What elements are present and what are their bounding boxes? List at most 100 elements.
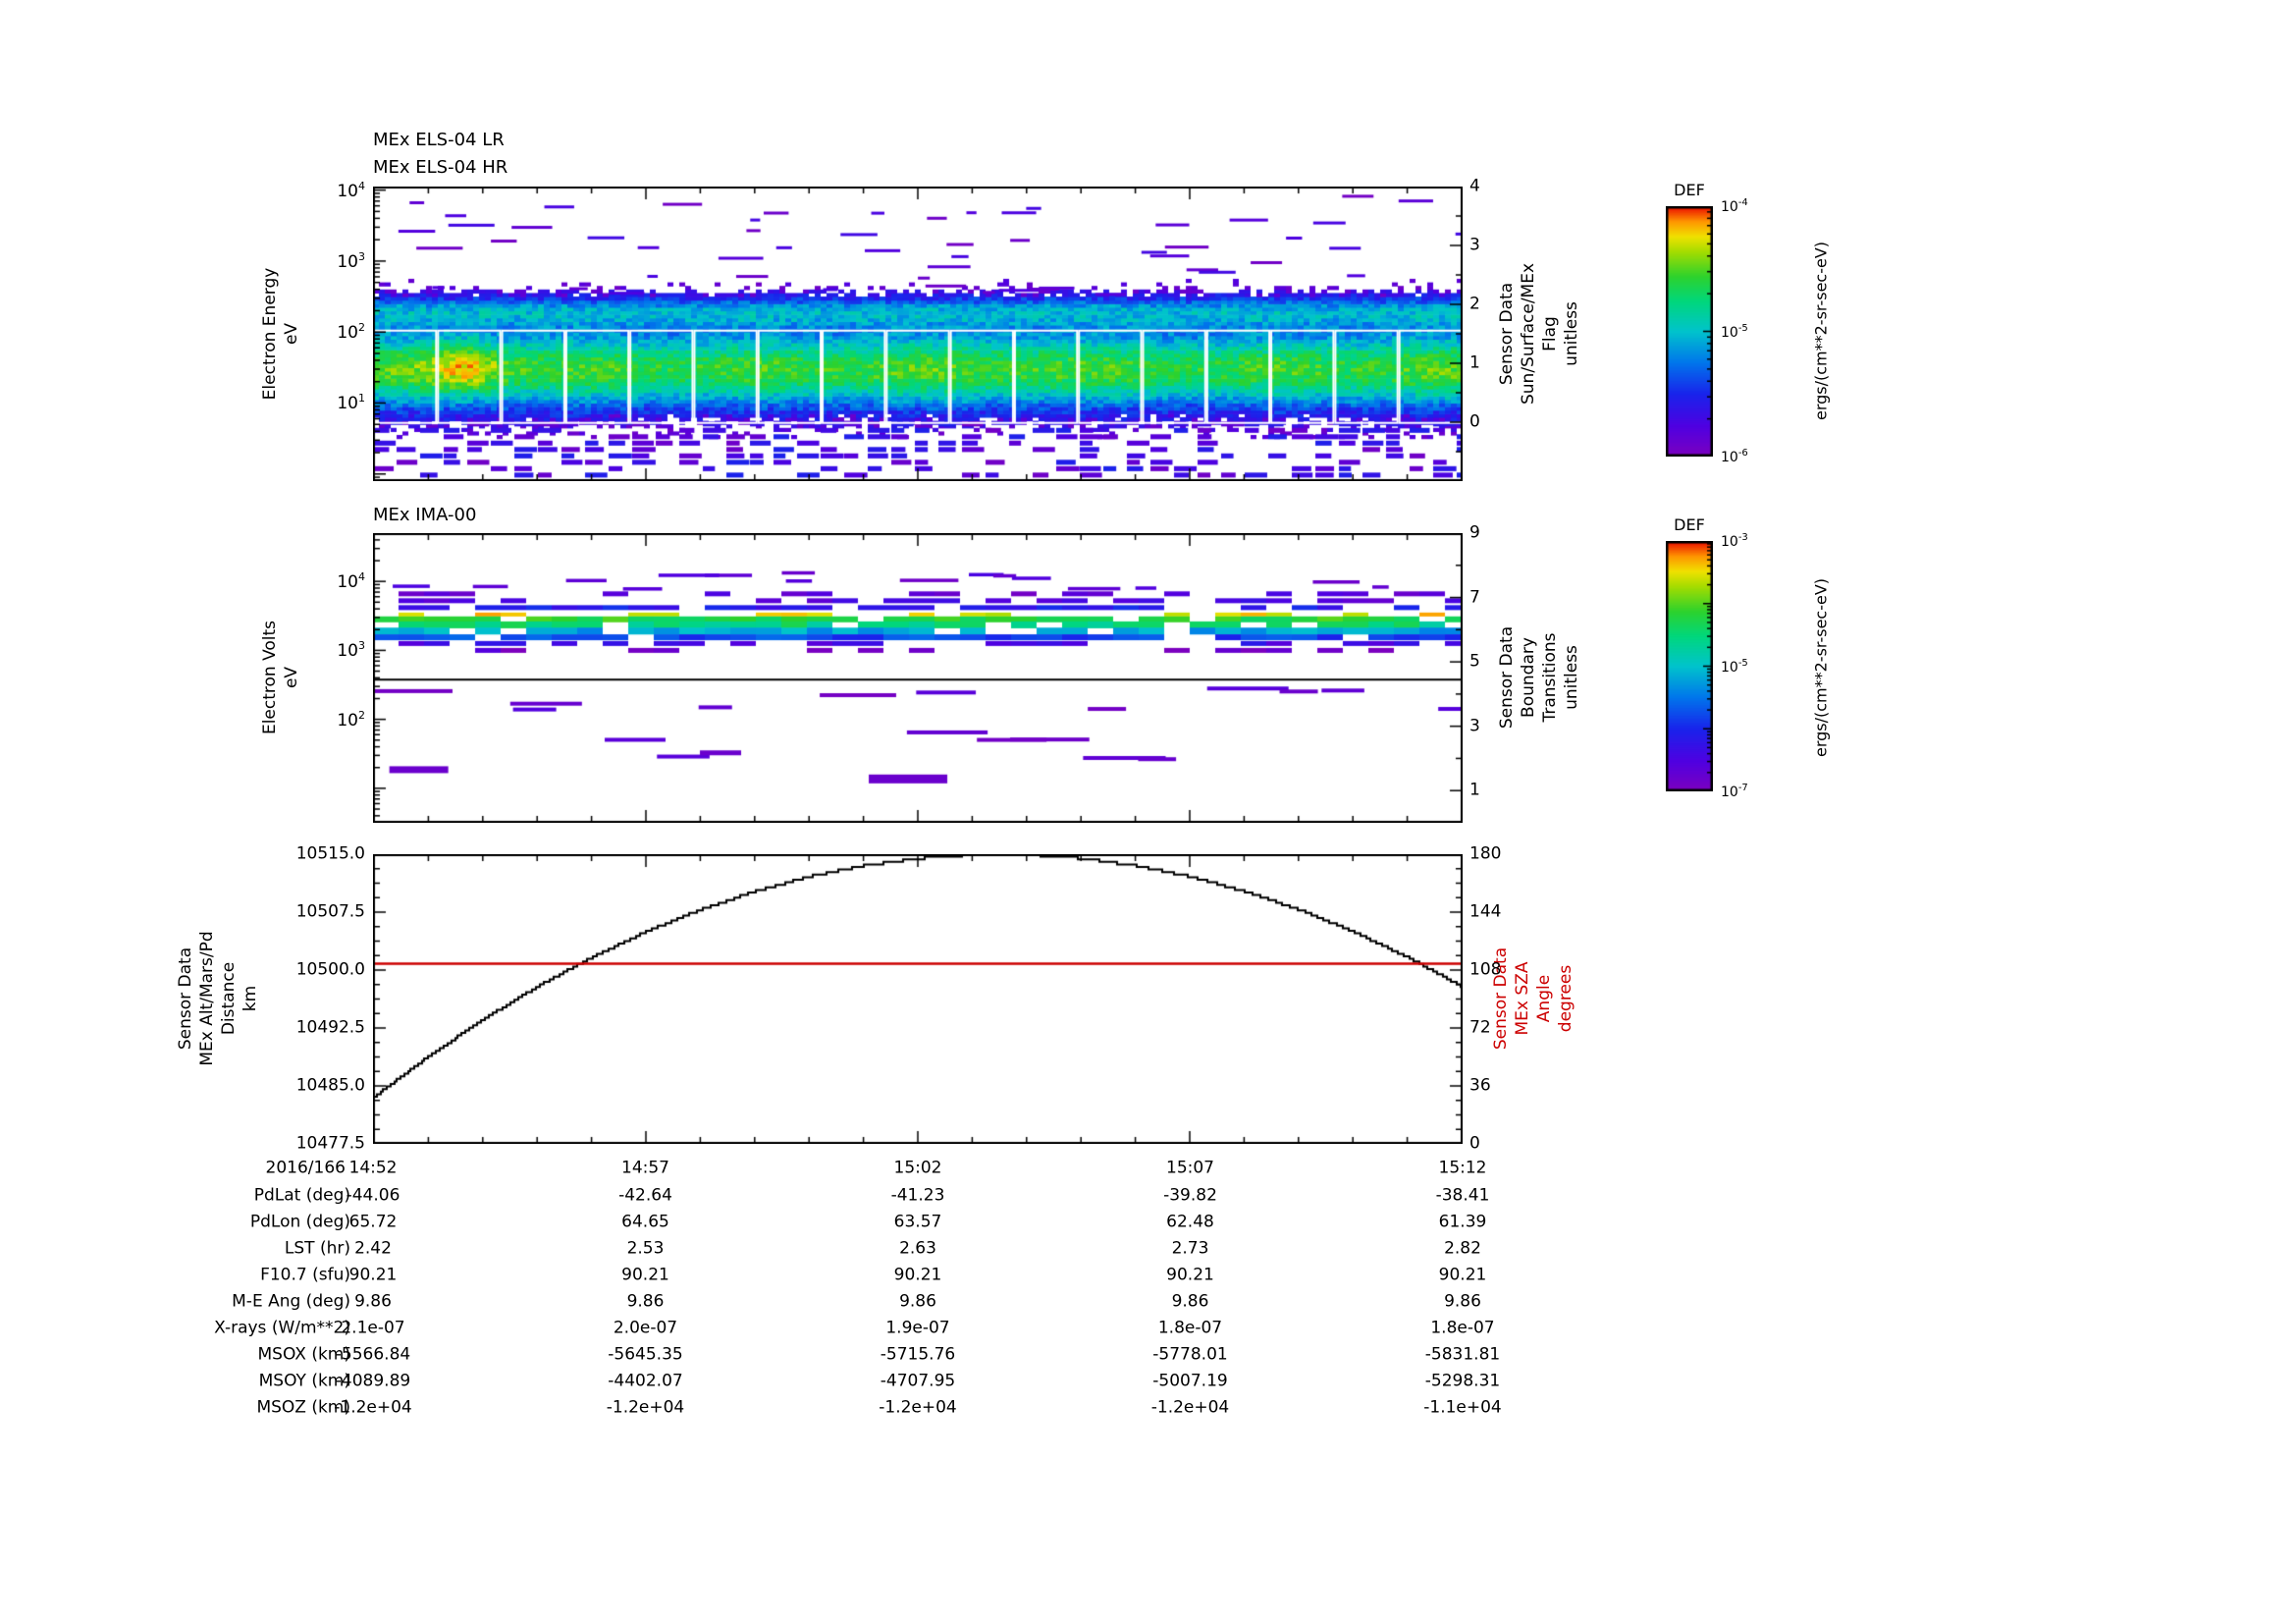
ephemeris-value: -1.2e+04 (334, 1397, 412, 1418)
ima-y-axis-label: Electron Volts eV (259, 620, 301, 735)
colorbar-tick-label: 10-4 (1721, 197, 1748, 215)
ephemeris-value: 61.39 (1438, 1212, 1487, 1232)
y-axis-tick-label: 103 (337, 639, 365, 662)
ephemeris-value: 62.48 (1166, 1212, 1214, 1232)
ephemeris-value: -5298.31 (1424, 1371, 1501, 1391)
sza-axis-tick-label: 72 (1469, 1017, 1491, 1038)
ephemeris-value: 90.21 (1438, 1265, 1487, 1285)
ephemeris-value: -1.2e+04 (879, 1397, 957, 1418)
boundary-axis-tick-label: 3 (1469, 716, 1480, 736)
els-title-hr: MEx ELS-04 HR (373, 157, 508, 178)
els-title-lr: MEx ELS-04 LR (373, 130, 505, 150)
ephemeris-value: 9.86 (626, 1291, 665, 1312)
y-axis-tick-label: 104 (337, 179, 365, 201)
y-axis-tick-label: 102 (337, 708, 365, 730)
ephemeris-value: -5566.84 (335, 1344, 411, 1365)
altitude-tick-label: 10507.5 (295, 901, 365, 922)
colorbar-tick-label: 10-5 (1721, 657, 1748, 676)
ephemeris-value: 2.82 (1444, 1238, 1481, 1259)
ephemeris-row-label: MSOX (km) (257, 1344, 350, 1365)
ephemeris-value: 9.86 (1444, 1291, 1481, 1312)
sza-axis-tick-label: 0 (1469, 1133, 1480, 1154)
ephemeris-row-label: LST (hr) (284, 1238, 350, 1259)
ima-colorbar-title: DEF (1674, 515, 1705, 534)
colorbar-tick-label: 10-5 (1721, 322, 1748, 341)
ephemeris-value: 90.21 (621, 1265, 669, 1285)
ima-title: MEx IMA-00 (373, 505, 477, 525)
colorbar-tick-label: 10-6 (1721, 448, 1748, 465)
ephemeris-value: 1.9e-07 (885, 1318, 950, 1338)
ephemeris-value: 63.57 (893, 1212, 942, 1232)
flag-axis-label: Sensor Data Sun/Surface/MEx Flag unitles… (1496, 262, 1582, 406)
boundary-axis-tick-label: 9 (1469, 522, 1480, 543)
ephemeris-value: 90.21 (348, 1265, 398, 1285)
ephemeris-value: 9.86 (899, 1291, 936, 1312)
ephemeris-value: -4707.95 (880, 1371, 956, 1391)
ephemeris-value: 1.8e-07 (1157, 1318, 1223, 1338)
ephemeris-row-label: MSOY (km) (258, 1371, 350, 1391)
ephemeris-value: 65.72 (348, 1212, 398, 1232)
ima-colorbar-unit-label: ergs/(cm**2-sr-sec-eV) (1811, 577, 1831, 758)
ephemeris-row-label: MSOZ (km) (256, 1397, 350, 1418)
x-axis-tick-label: 15:12 (1438, 1158, 1487, 1178)
altitude-tick-label: 10477.5 (295, 1133, 365, 1154)
ephemeris-value: -5831.81 (1424, 1344, 1501, 1365)
ephemeris-value: 2.53 (626, 1238, 665, 1259)
altitude-tick-label: 10500.0 (295, 959, 365, 980)
ephemeris-value: -5778.01 (1152, 1344, 1228, 1365)
x-axis-tick-label: 15:02 (893, 1158, 942, 1178)
ephemeris-value: 64.65 (621, 1212, 669, 1232)
ephemeris-value: 2.63 (899, 1238, 936, 1259)
ephemeris-value: -44.06 (346, 1185, 400, 1206)
flag-axis-tick-label: 0 (1469, 411, 1480, 432)
flag-axis-tick-label: 4 (1469, 176, 1480, 196)
ephemeris-value: -1.2e+04 (606, 1397, 685, 1418)
ephemeris-value: -41.23 (890, 1185, 945, 1206)
y-axis-tick-label: 101 (337, 392, 365, 414)
ephemeris-row-label: X-rays (W/m**2) (214, 1318, 350, 1338)
x-axis-tick-label: 14:52 (348, 1158, 398, 1178)
y-axis-tick-label: 102 (337, 321, 365, 344)
colorbar-tick-label: 10-7 (1721, 783, 1748, 800)
sza-axis-tick-label: 180 (1469, 843, 1502, 864)
x-axis-tick-label: 14:57 (621, 1158, 669, 1178)
ephemeris-value: 1.8e-07 (1430, 1318, 1495, 1338)
sza-axis-tick-label: 144 (1469, 901, 1502, 922)
ima-spectrogram (373, 533, 1463, 823)
ephemeris-value: 2.42 (354, 1238, 392, 1259)
els-y-axis-label: Electron Energy eV (259, 267, 301, 401)
ephemeris-value: -1.1e+04 (1423, 1397, 1502, 1418)
els-spectrogram (373, 187, 1463, 481)
ephemeris-value: -5645.35 (608, 1344, 683, 1365)
ima-colorbar (1666, 541, 1713, 791)
colorbar-tick-label: 10-3 (1721, 532, 1748, 550)
flag-axis-tick-label: 3 (1469, 235, 1480, 255)
altitude-tick-label: 10515.0 (295, 843, 365, 864)
ephemeris-value: 2.73 (1171, 1238, 1209, 1259)
ephemeris-value: -1.2e+04 (1150, 1397, 1230, 1418)
sza-axis-tick-label: 108 (1469, 959, 1502, 980)
ephemeris-value: 90.21 (1166, 1265, 1214, 1285)
flag-axis-tick-label: 1 (1469, 352, 1480, 373)
ephemeris-value: -38.41 (1435, 1185, 1490, 1206)
ephemeris-value: -39.82 (1163, 1185, 1217, 1206)
ephemeris-row-label: F10.7 (sfu) (260, 1265, 350, 1285)
y-axis-tick-label: 103 (337, 250, 365, 272)
els-colorbar-title: DEF (1674, 181, 1705, 199)
x-axis-date-label: 2016/166 (265, 1158, 346, 1178)
ephemeris-row-label: M-E Ang (deg) (232, 1291, 350, 1312)
altitude-tick-label: 10492.5 (295, 1017, 365, 1038)
ephemeris-row-label: PdLat (deg) (253, 1185, 350, 1206)
altitude-sza-plot (373, 854, 1463, 1144)
ephemeris-value: 90.21 (893, 1265, 942, 1285)
y-axis-tick-label: 104 (337, 570, 365, 592)
ephemeris-value: -5007.19 (1152, 1371, 1228, 1391)
boundary-axis-tick-label: 5 (1469, 651, 1480, 672)
ephemeris-value: -4089.89 (335, 1371, 411, 1391)
altitude-y-axis-label: Sensor Data MEx Alt/Mars/Pd Distance km (175, 931, 261, 1066)
altitude-tick-label: 10485.0 (295, 1075, 365, 1096)
flag-axis-tick-label: 2 (1469, 294, 1480, 314)
sza-axis-tick-label: 36 (1469, 1075, 1491, 1096)
els-colorbar (1666, 206, 1713, 457)
